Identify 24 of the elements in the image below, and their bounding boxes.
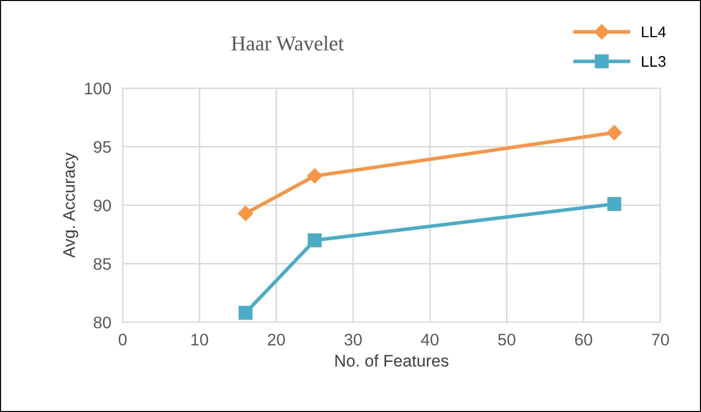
x-tick-label: 30 xyxy=(344,334,362,346)
x-axis-title: No. of Features xyxy=(335,354,448,367)
legend-label: LL3 xyxy=(642,56,666,67)
y-axis-title: Avg. Accuracy xyxy=(63,152,78,258)
x-tick-label: 20 xyxy=(268,334,285,346)
chart-title: Haar Wavelet xyxy=(231,36,344,51)
x-tick-label: 40 xyxy=(421,334,439,346)
y-tick-label: 95 xyxy=(94,141,111,153)
y-tick-label: 85 xyxy=(94,258,111,270)
x-tick-label: 0 xyxy=(118,334,127,346)
point xyxy=(238,206,254,221)
point xyxy=(607,197,622,211)
x-tick-label: 10 xyxy=(191,334,208,346)
x-tick-label: 50 xyxy=(498,334,516,346)
point xyxy=(606,125,622,140)
y-tick-label: 90 xyxy=(94,200,111,212)
x-tick-label: 60 xyxy=(575,334,592,346)
y-tick-label: 100 xyxy=(85,82,111,94)
point xyxy=(308,233,322,248)
x-tick-label: 70 xyxy=(652,334,669,346)
point xyxy=(238,306,253,320)
point xyxy=(307,168,322,184)
legend-label: LL4 xyxy=(642,26,666,38)
y-tick-label: 80 xyxy=(94,316,111,328)
